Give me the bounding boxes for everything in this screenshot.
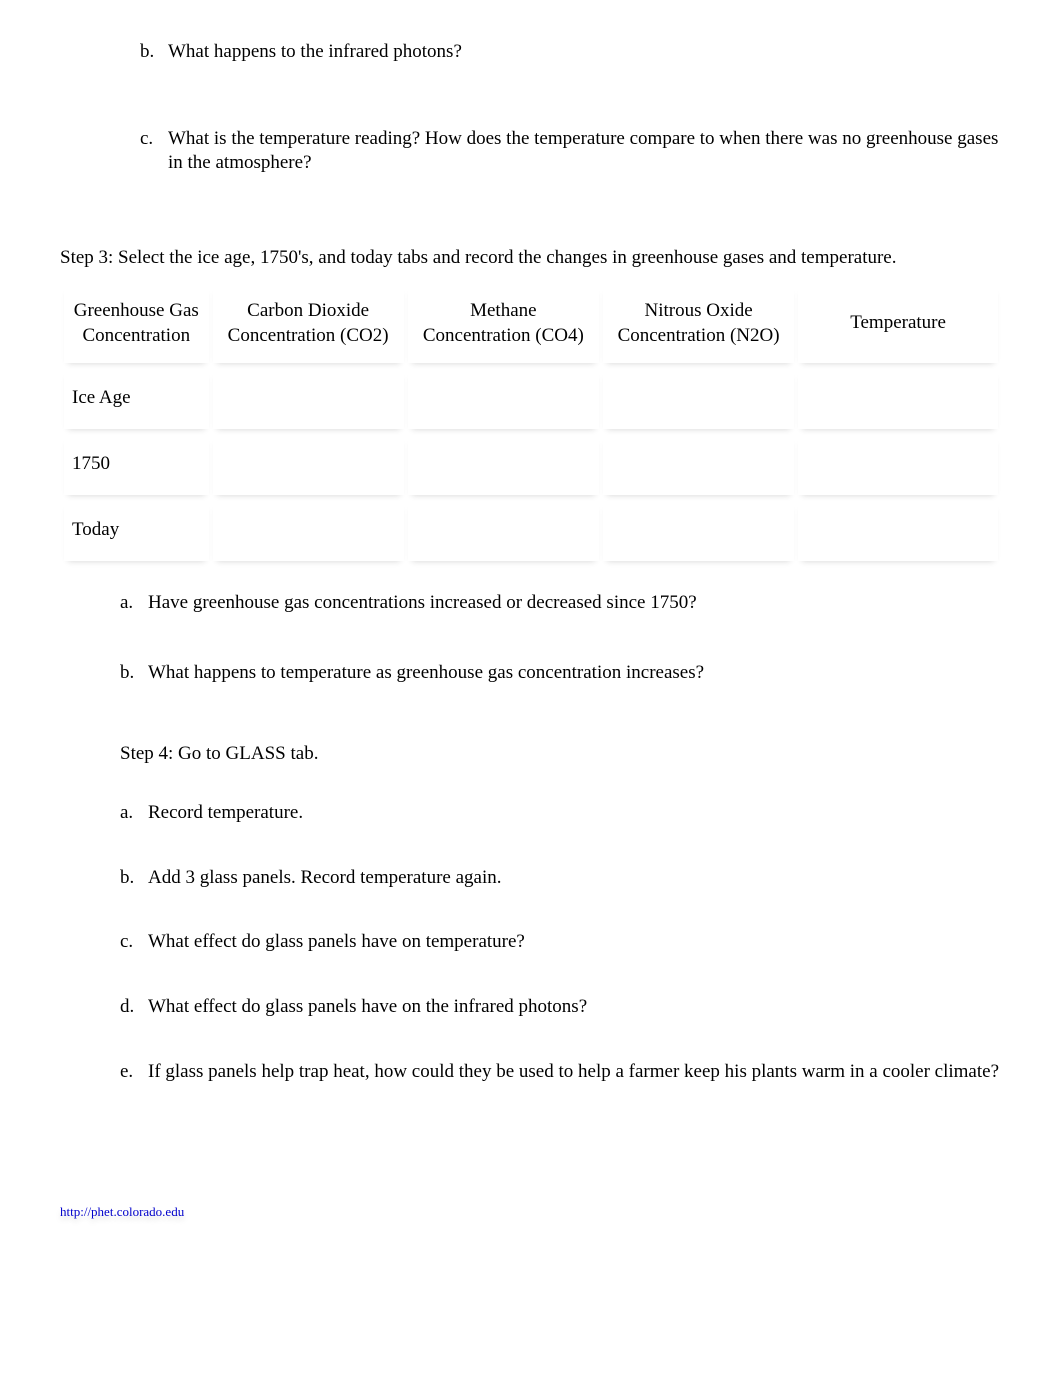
table-cell: [603, 501, 794, 561]
table-cell: [798, 435, 998, 495]
col-header-co2: Carbon Dioxide Concentration (CO2): [213, 285, 404, 363]
question-marker: b.: [120, 661, 148, 686]
table-cell: [213, 501, 404, 561]
question-marker: c.: [120, 930, 148, 955]
question-text: Record temperature.: [148, 801, 1002, 826]
step4-item-b: b. Add 3 glass panels. Record temperatur…: [120, 866, 1002, 891]
table-header-row: Greenhouse Gas Concentration Carbon Diox…: [64, 285, 998, 363]
row-label-today: Today: [64, 501, 209, 561]
table-cell: [798, 501, 998, 561]
question-marker: b.: [120, 866, 148, 891]
step4-item-d: d. What effect do glass panels have on t…: [120, 995, 1002, 1020]
question-text: What happens to temperature as greenhous…: [148, 661, 1002, 686]
col-header-n2o: Nitrous Oxide Concentration (N2O): [603, 285, 794, 363]
step4-title: Step 4: Go to GLASS tab.: [120, 742, 1002, 767]
question-text: What effect do glass panels have on temp…: [148, 930, 1002, 955]
table-cell: [408, 435, 599, 495]
step4-item-e: e. If glass panels help trap heat, how c…: [120, 1060, 1002, 1085]
step3-question-a: a. Have greenhouse gas concentrations in…: [120, 591, 1002, 616]
step4-block: Step 4: Go to GLASS tab. a. Record tempe…: [120, 742, 1002, 1084]
col-header-label: Greenhouse Gas Concentration: [64, 285, 209, 363]
question-marker: d.: [120, 995, 148, 1020]
table-cell: [603, 369, 794, 429]
table-row: 1750: [64, 435, 998, 495]
table-row: Today: [64, 501, 998, 561]
footer-link[interactable]: http://phet.colorado.edu: [60, 1204, 1002, 1221]
greenhouse-table: Greenhouse Gas Concentration Carbon Diox…: [60, 279, 1002, 567]
table-cell: [213, 435, 404, 495]
question-marker: b.: [140, 40, 168, 65]
table-cell: [408, 369, 599, 429]
question-text: Add 3 glass panels. Record temperature a…: [148, 866, 1002, 891]
step3-instruction: Step 3: Select the ice age, 1750's, and …: [60, 246, 1002, 271]
step4-item-a: a. Record temperature.: [120, 801, 1002, 826]
question-c: c. What is the temperature reading? How …: [140, 127, 1002, 176]
table-row: Ice Age: [64, 369, 998, 429]
row-label-1750: 1750: [64, 435, 209, 495]
step3-question-b: b. What happens to temperature as greenh…: [120, 661, 1002, 686]
question-marker: c.: [140, 127, 168, 176]
question-text: What effect do glass panels have on the …: [148, 995, 1002, 1020]
row-label-iceage: Ice Age: [64, 369, 209, 429]
table-cell: [798, 369, 998, 429]
step4-item-c: c. What effect do glass panels have on t…: [120, 930, 1002, 955]
question-marker: a.: [120, 591, 148, 616]
question-b: b. What happens to the infrared photons?: [140, 40, 1002, 65]
col-header-ch4: Methane Concentration (CO4): [408, 285, 599, 363]
col-header-temp: Temperature: [798, 285, 998, 363]
question-text: What is the temperature reading? How doe…: [168, 127, 1002, 176]
question-text: Have greenhouse gas concentrations incre…: [148, 591, 1002, 616]
table-cell: [213, 369, 404, 429]
question-text: If glass panels help trap heat, how coul…: [148, 1060, 1002, 1085]
question-marker: e.: [120, 1060, 148, 1085]
table-cell: [408, 501, 599, 561]
phet-link[interactable]: http://phet.colorado.edu: [60, 1204, 184, 1219]
question-marker: a.: [120, 801, 148, 826]
question-text: What happens to the infrared photons?: [168, 40, 1002, 65]
table-cell: [603, 435, 794, 495]
